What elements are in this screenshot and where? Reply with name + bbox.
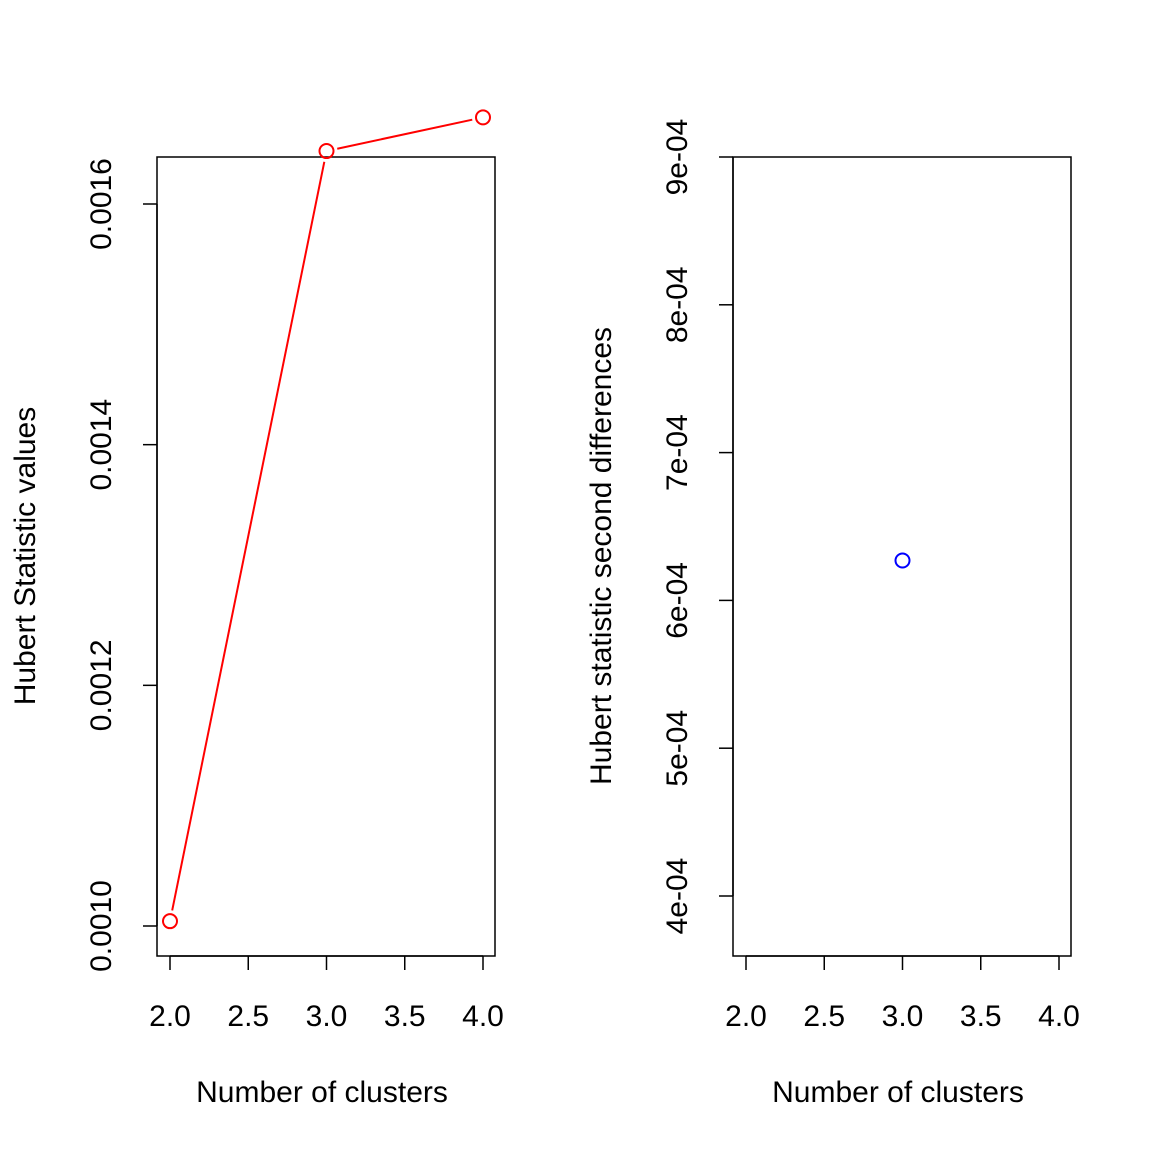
data-point <box>318 143 335 160</box>
y-tick-label: 0.0014 <box>85 399 118 491</box>
x-tick-label: 2.0 <box>725 1000 767 1033</box>
y-tick-label: 9e-04 <box>661 119 694 196</box>
plot-box <box>732 156 1072 957</box>
y-axis: 4e-04 5e-04 6e-04 7e-04 8e-04 9e-04 <box>661 119 734 935</box>
x-tick-label: 2.5 <box>803 1000 845 1033</box>
y-tick-label: 7e-04 <box>661 414 694 491</box>
y-tick-label: 8e-04 <box>661 266 694 343</box>
x-tick-label: 3.0 <box>306 1000 348 1033</box>
series-marks <box>894 552 911 569</box>
y-tick-label: 4e-04 <box>661 858 694 935</box>
y-axis: 0.0010 0.0012 0.0014 0.0016 <box>85 158 158 972</box>
x-tick-label: 3.5 <box>960 1000 1002 1033</box>
y-tick-label: 0.0010 <box>85 880 118 972</box>
data-point <box>475 109 491 126</box>
y-tick-label: 0.0012 <box>85 639 118 731</box>
x-tick-label: 2.5 <box>227 1000 269 1033</box>
y-tick-label: 5e-04 <box>661 710 694 787</box>
y-tick-label: 6e-04 <box>661 562 694 639</box>
x-tick-label: 3.0 <box>882 1000 924 1033</box>
series-line-segment <box>337 118 473 150</box>
x-axis: 2.0 2.5 3.0 3.5 4.0 <box>725 955 1080 1033</box>
x-tick-label: 4.0 <box>1038 1000 1080 1033</box>
hubert-statistic-panel: 2.0 2.5 3.0 3.5 4.0 0.0010 0.0012 0.0014 0.0016… <box>9 109 504 1109</box>
series-line-segment <box>171 161 326 911</box>
series-marks <box>162 109 491 930</box>
data-point <box>162 913 178 930</box>
y-axis-title: Hubert statistic second differences <box>585 327 618 785</box>
data-point <box>894 552 911 569</box>
x-axis: 2.0 2.5 3.0 3.5 4.0 <box>149 955 504 1033</box>
x-axis-title: Number of clusters <box>196 1076 448 1109</box>
y-tick-label: 0.0016 <box>85 158 118 250</box>
x-tick-label: 4.0 <box>462 1000 504 1033</box>
hubert-second-differences-panel: 2.0 2.5 3.0 3.5 4.0 4e-04 5e-04 6e-04 7e-04 8e-0… <box>585 119 1080 1109</box>
x-tick-label: 3.5 <box>384 1000 426 1033</box>
x-axis-title: Number of clusters <box>772 1076 1024 1109</box>
plot-box <box>156 156 496 957</box>
y-axis-title: Hubert Statistic values <box>9 407 42 705</box>
x-tick-label: 2.0 <box>149 1000 191 1033</box>
